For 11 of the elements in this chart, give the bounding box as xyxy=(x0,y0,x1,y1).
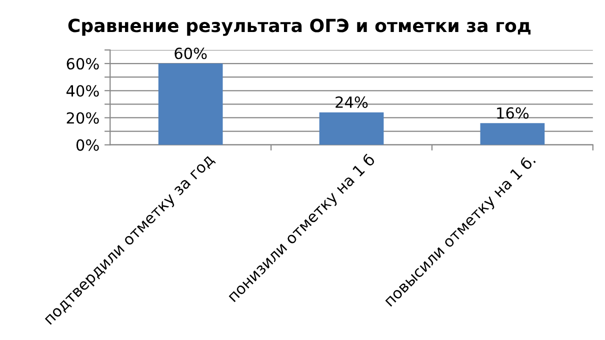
bar xyxy=(319,112,384,145)
data-label: 24% xyxy=(336,96,368,108)
y-tick-label: 60% xyxy=(66,58,99,70)
data-label: 16% xyxy=(497,107,529,119)
chart-title: Сравнение результата ОГЭ и отметки за год xyxy=(68,18,530,36)
y-tick-label: 40% xyxy=(66,85,99,97)
bar xyxy=(480,123,545,145)
y-tick-label: 0% xyxy=(76,139,99,151)
y-tick-label: 20% xyxy=(66,112,99,124)
data-label: 60% xyxy=(174,48,207,60)
bar xyxy=(158,64,223,145)
